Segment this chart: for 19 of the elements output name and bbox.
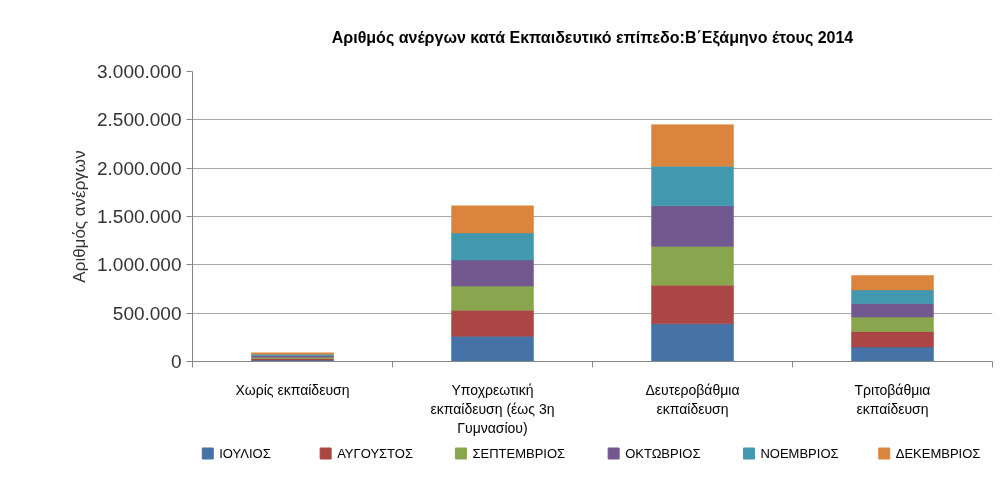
y-axis-title: Αριθμός ανέργων (69, 150, 89, 283)
legend-label: ΔΕΚΕΜΒΡΙΟΣ (895, 446, 981, 461)
y-tick-label: 2.500.000 (96, 109, 182, 131)
y-tick-label: 2.000.000 (96, 157, 182, 179)
y-tick-label: 1.000.000 (96, 254, 182, 276)
chart-title: Αριθμός ανέργων κατά Εκπαιδευτικό επίπεδο:Β΄Εξάμηνο έτους 2014 (331, 28, 854, 47)
y-tick-label: 3.000.000 (96, 61, 182, 82)
x-tick-label: Δευτεροβάθμια εκπαίδευση (645, 381, 740, 417)
legend-label: ΑΥΓΟΥΣΤΟΣ (337, 446, 413, 461)
x-tick-label: Υποχρεωτική εκπαίδευση (έως 3η Γυμνασίου) (430, 381, 555, 436)
legend-label: ΙΟΥΛΙΟΣ (219, 446, 271, 461)
legend-label: ΣΕΠΤΕΜΒΡΙΟΣ (472, 446, 566, 461)
x-tick-label: Τριτοβάθμια εκπαίδευση (854, 381, 931, 417)
y-tick-label: 1.500.000 (96, 206, 182, 227)
legend-label: ΝΟΕΜΒΡΙΟΣ (760, 446, 839, 461)
y-tick-label: 500.000 (112, 302, 182, 324)
legend-label: ΟΚΤΩΒΡΙΟΣ (625, 446, 701, 461)
y-tick-label: 0 (170, 351, 182, 372)
x-tick-label: Χωρίς εκπαίδευση (235, 381, 350, 398)
